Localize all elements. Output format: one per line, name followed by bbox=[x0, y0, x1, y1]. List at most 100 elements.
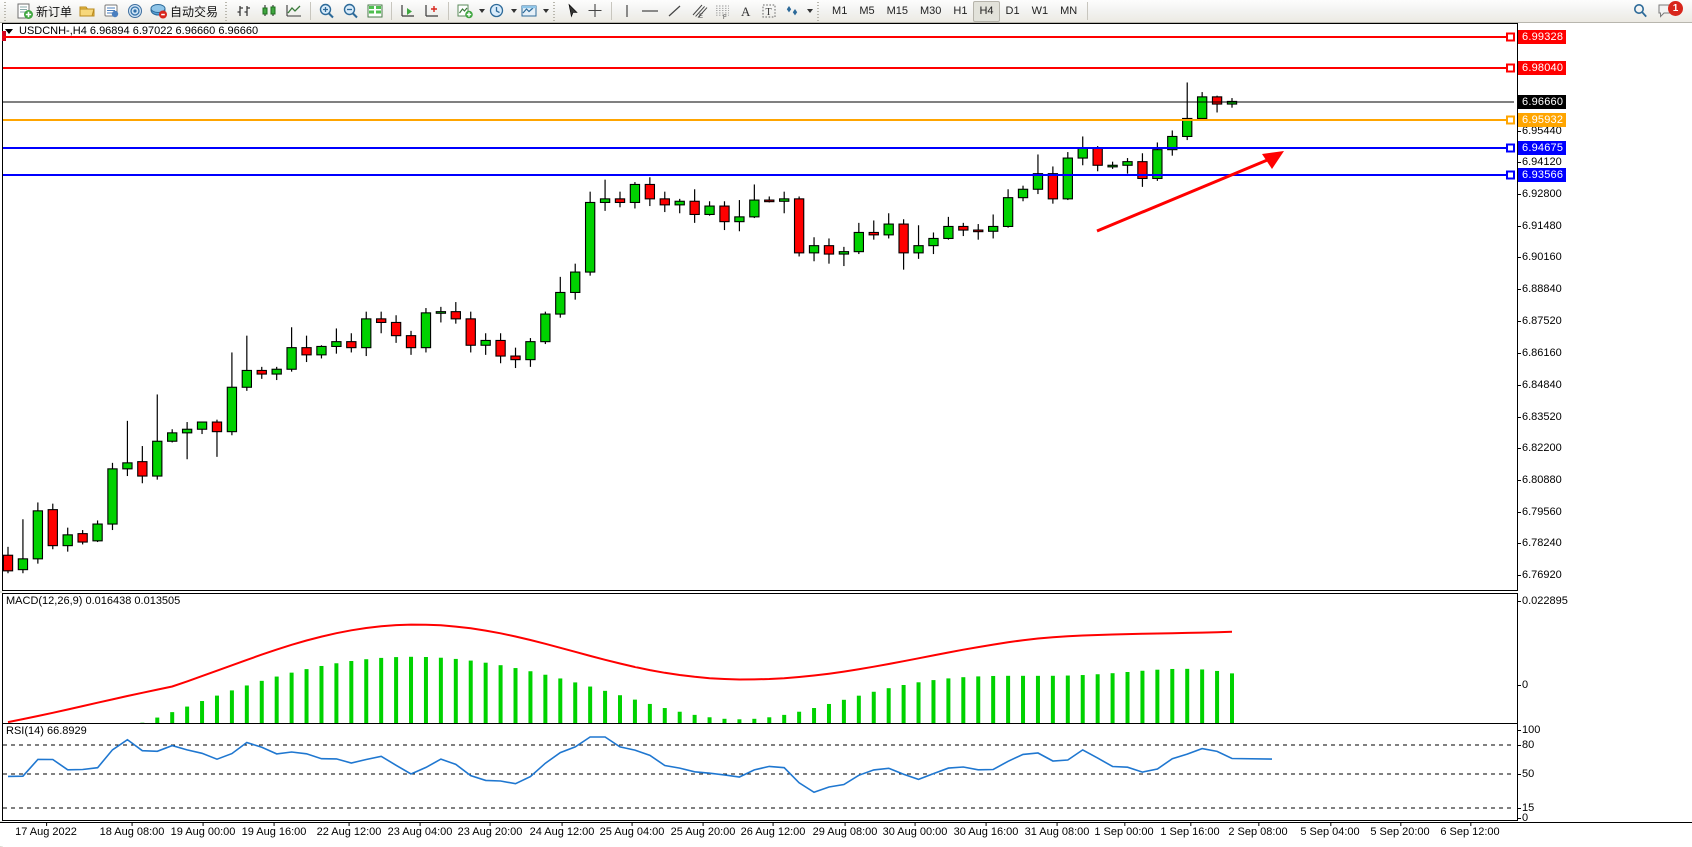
templates-dropdown-caret[interactable] bbox=[543, 9, 550, 13]
chart-shift-icon[interactable] bbox=[420, 1, 444, 22]
time-axis-tick: 25 Aug 20:00 bbox=[670, 822, 736, 838]
horizontal-line-icon[interactable] bbox=[637, 1, 663, 22]
auto-scroll-icon[interactable] bbox=[396, 1, 420, 22]
price-axis-tick: 6.94120 bbox=[1517, 156, 1562, 169]
support-level-1[interactable]: 6.94675 bbox=[1518, 141, 1567, 155]
macd-histogram-bar bbox=[1080, 675, 1085, 732]
candle bbox=[375, 318, 387, 324]
shapes-icon[interactable] bbox=[781, 1, 805, 22]
macd-layer bbox=[7, 623, 1234, 732]
timeframe-m15[interactable]: M15 bbox=[886, 5, 908, 17]
rsi-axis-tick-100: 100 bbox=[1516, 724, 1541, 736]
bar-chart-icon[interactable] bbox=[234, 1, 258, 22]
search-icon[interactable] bbox=[1629, 1, 1653, 22]
data-window-icon[interactable] bbox=[363, 1, 387, 22]
timeframe-mn[interactable]: MN bbox=[1060, 5, 1078, 17]
rsi-axis[interactable]: 100 80 50 15 0 bbox=[1516, 723, 1692, 824]
crosshair-icon[interactable] bbox=[583, 1, 607, 22]
mql5-community-icon[interactable] bbox=[99, 1, 123, 22]
indicators-dropdown-caret[interactable] bbox=[479, 9, 486, 13]
price-pane[interactable]: USDCNH-,H4 6.96894 6.97022 6.96660 6.966… bbox=[0, 23, 1692, 591]
alerts-icon[interactable]: 1 bbox=[1653, 0, 1692, 22]
candlestick-chart-icon[interactable] bbox=[258, 1, 282, 22]
vertical-line-icon[interactable] bbox=[616, 1, 637, 22]
zoom-out-icon[interactable] bbox=[339, 1, 363, 22]
timeframe-d1[interactable]: D1 bbox=[1005, 5, 1020, 17]
rsi-axis-tick-0: 0 bbox=[1516, 812, 1529, 824]
macd-histogram-bar bbox=[961, 677, 966, 732]
candle bbox=[1062, 157, 1073, 200]
timeframe-m1[interactable]: M1 bbox=[832, 5, 848, 17]
entry-level[interactable]: 6.95932 bbox=[1518, 113, 1567, 127]
macd-histogram-bar bbox=[618, 695, 622, 732]
toolbar-grip-1[interactable] bbox=[3, 1, 10, 21]
candle bbox=[92, 523, 103, 542]
macd-histogram-bar bbox=[304, 669, 309, 732]
zoom-in-icon[interactable] bbox=[315, 1, 339, 22]
macd-histogram-bar bbox=[603, 690, 608, 732]
price-axis-tick: 6.84840 bbox=[1517, 379, 1562, 392]
trendline-icon[interactable] bbox=[663, 1, 687, 22]
toolbar-grip-3[interactable] bbox=[552, 1, 560, 21]
macd-axis[interactable]: 0.022895 0 bbox=[1516, 593, 1692, 741]
support-level-2[interactable]: 6.93566 bbox=[1518, 168, 1567, 182]
toolbar-separator-1 bbox=[310, 2, 312, 20]
macd-histogram-bar bbox=[289, 672, 294, 732]
folder-icon[interactable] bbox=[75, 1, 99, 22]
resistance-level-1[interactable]: 6.99328 bbox=[1518, 30, 1567, 44]
time-axis-tick: 5 Sep 04:00 bbox=[1300, 822, 1360, 838]
timeframe-m30[interactable]: M30 bbox=[920, 5, 942, 17]
time-axis-tick: 19 Aug 00:00 bbox=[170, 822, 236, 838]
rsi-label: RSI(14) 66.8929 bbox=[6, 725, 87, 737]
timeframe-h1[interactable]: H1 bbox=[953, 5, 968, 17]
macd-histogram-bar bbox=[364, 659, 369, 732]
macd-axis-tick-zero: 0 bbox=[1516, 679, 1529, 691]
toolbar-separator-2 bbox=[391, 2, 393, 20]
time-axis[interactable]: 17 Aug 2022 18 Aug 08:00 19 Aug 00:00 19 Au… bbox=[0, 822, 1692, 846]
macd-histogram-bar bbox=[1065, 675, 1070, 732]
new-order-button[interactable]: 新订单 bbox=[13, 1, 75, 22]
timeframe-m5[interactable]: M5 bbox=[859, 5, 875, 17]
chart-menu-caret-icon[interactable] bbox=[5, 29, 13, 34]
rsi-layer bbox=[3, 736, 1514, 809]
period-dropdown-caret[interactable] bbox=[511, 9, 518, 13]
candle bbox=[943, 225, 954, 240]
text-label-icon[interactable]: T bbox=[757, 1, 781, 22]
rsi-pane-border bbox=[2, 723, 1518, 821]
price-axis[interactable]: 6.95440 6.94120 6.92800 6.91480 6.90160 6.888… bbox=[1517, 23, 1692, 591]
macd-histogram-bar bbox=[1170, 668, 1175, 732]
current-price-tag[interactable]: 6.96660 bbox=[1518, 95, 1567, 109]
candle bbox=[599, 198, 611, 204]
macd-histogram-bar bbox=[871, 691, 876, 732]
timeframe-w1[interactable]: W1 bbox=[1031, 5, 1049, 17]
indicators-icon[interactable] bbox=[453, 1, 477, 22]
rsi-pane[interactable]: RSI(14) 66.8929 100 80 50 15 0 bbox=[0, 723, 1692, 824]
macd-pane[interactable]: MACD(12,26,9) 0.016438 0.013505 0.022895… bbox=[0, 593, 1692, 741]
macd-histogram-bar bbox=[1230, 673, 1234, 732]
cursor-icon[interactable] bbox=[562, 1, 583, 22]
price-axis-tick: 6.80880 bbox=[1517, 474, 1562, 487]
rsi-axis-tick-50: 50 bbox=[1516, 768, 1535, 780]
signals-icon[interactable] bbox=[123, 1, 147, 22]
toolbar-grip-2[interactable] bbox=[224, 1, 232, 21]
shapes-dropdown-caret[interactable] bbox=[807, 9, 814, 13]
line-chart-icon[interactable] bbox=[282, 1, 306, 22]
text-icon[interactable]: A bbox=[735, 1, 757, 22]
resistance-level-2[interactable]: 6.98040 bbox=[1518, 61, 1567, 75]
candle bbox=[301, 347, 312, 356]
candle bbox=[1196, 96, 1208, 120]
candle bbox=[390, 321, 402, 337]
timeframe-h4[interactable]: H4 bbox=[973, 0, 1000, 22]
autotrading-icon[interactable]: 自动交易 bbox=[147, 1, 221, 22]
macd-histogram-bar bbox=[1110, 673, 1115, 732]
time-axis-tick: 18 Aug 08:00 bbox=[99, 822, 165, 838]
candle bbox=[734, 216, 745, 223]
toolbar-grip-4[interactable] bbox=[816, 1, 824, 21]
candle bbox=[107, 468, 118, 525]
fibonacci-icon[interactable]: F bbox=[711, 1, 735, 22]
macd-axis-tick-max: 0.022895 bbox=[1517, 595, 1568, 607]
templates-icon[interactable] bbox=[517, 1, 541, 22]
price-axis-tick: 6.86160 bbox=[1517, 347, 1562, 360]
equidistant-channel-icon[interactable]: E bbox=[687, 1, 711, 22]
period-icon[interactable] bbox=[485, 1, 509, 22]
